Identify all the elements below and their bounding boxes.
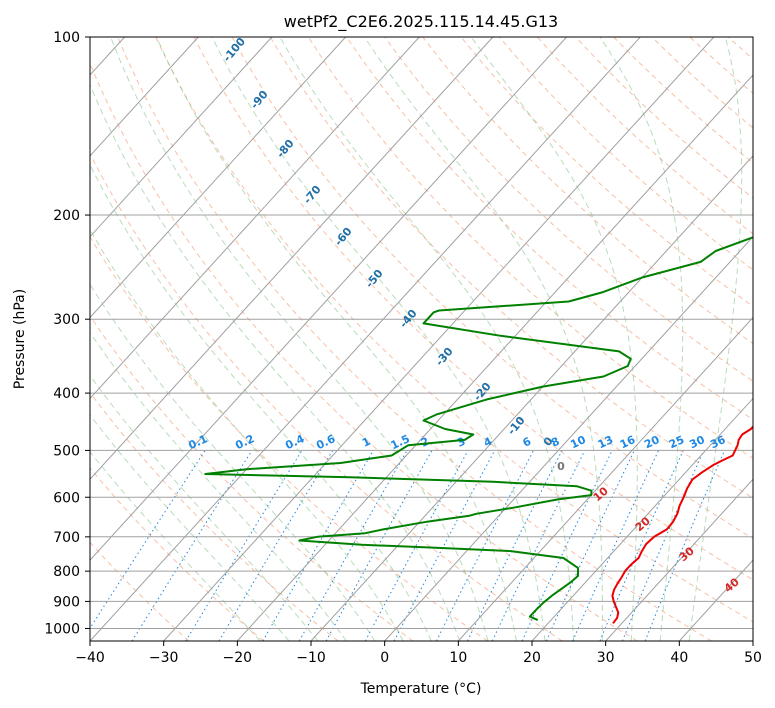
moist-adiabat (110, 37, 489, 641)
x-tick-label: −40 (75, 650, 105, 666)
moist-adiabat (90, 163, 432, 641)
y-tick-label: 400 (53, 386, 80, 402)
y-tick-label: 900 (53, 594, 80, 610)
axes: −40 −30 −20 −10 0 10 20 30 40 5010020030040050060… (44, 30, 762, 666)
isotherm-line (90, 37, 346, 319)
dewpoint-profile (204, 236, 753, 622)
gray-label: 0 (557, 460, 565, 473)
isotherm-line (457, 316, 753, 641)
mixing-ratio-label: 25 (667, 433, 686, 451)
moist-adiabat (688, 37, 743, 641)
moist-adiabat (90, 83, 461, 641)
dry-adiabat (155, 37, 753, 623)
dry-adiabat (90, 235, 488, 641)
moist-adiabat (90, 228, 404, 641)
mixing-ratio-label: 10 (568, 433, 588, 451)
mixing-ratio-label: 36 (708, 433, 728, 451)
isotherm-line (752, 640, 753, 641)
isotherm-line (531, 397, 753, 641)
mixing-ratio-line (185, 450, 303, 641)
dry-adiabat (90, 467, 264, 641)
y-tick-label: 200 (53, 208, 80, 224)
isotherm-line (163, 37, 715, 641)
x-tick-label: −20 (223, 650, 253, 666)
dry-adiabat (269, 37, 753, 499)
mixing-ratio-line (218, 450, 334, 641)
y-tick-label: 300 (53, 312, 80, 328)
plot-frame (89, 36, 754, 642)
y-tick-label: 1000 (44, 621, 80, 637)
dry-adiabat (90, 391, 339, 641)
x-axis-title: Temperature (°C) (360, 681, 482, 697)
background-lines (90, 37, 775, 641)
mixing-ratio-line (545, 450, 635, 641)
x-tick-label: −30 (149, 650, 179, 666)
moist-adiabat (90, 374, 319, 641)
moist-adiabat (90, 283, 376, 641)
isotherm-line (90, 37, 420, 400)
x-tick-label: −10 (296, 650, 326, 666)
y-axis-title: Pressure (hPa) (12, 289, 28, 389)
moist-adiabat (90, 331, 347, 641)
mixing-ratio-line (131, 450, 253, 641)
mixing-ratio-line (90, 450, 206, 630)
dry-adiabat (90, 152, 563, 641)
temperature-profile (611, 425, 753, 624)
moist-adiabat (599, 37, 684, 641)
moist-adiabat (364, 37, 603, 641)
sounding-profiles (204, 236, 753, 624)
moist-adiabat (279, 37, 575, 641)
isotherm-line (384, 235, 753, 641)
dry-adiabat (346, 37, 753, 421)
x-tick-label: 0 (380, 650, 389, 666)
dry-adiabat (193, 37, 753, 581)
mixing-ratio-label: 16 (618, 433, 638, 451)
isotherm-line (90, 37, 273, 238)
isotherm-line (90, 37, 199, 157)
x-tick-label: 30 (597, 650, 615, 666)
moist-adiabat (470, 37, 638, 641)
y-tick-label: 800 (53, 564, 80, 580)
x-tick-label: 50 (744, 650, 762, 666)
dry-adiabat (766, 37, 775, 641)
isotherm-line (236, 74, 753, 641)
mixing-ratio-line (467, 450, 563, 641)
dry-adiabat (460, 37, 753, 308)
y-tick-label: 500 (53, 443, 80, 459)
isotherm-line (90, 37, 641, 641)
x-tick-label: 20 (523, 650, 541, 666)
isotherm-line (310, 155, 753, 641)
isotherm-line (90, 37, 494, 481)
x-tick-label: 40 (670, 650, 688, 666)
chart-title: wetPf2_C2E6.2025.115.14.45.G13 (284, 12, 558, 32)
mixing-ratio-line (364, 450, 469, 641)
y-tick-label: 700 (53, 530, 80, 546)
mixing-ratio-label: 13 (596, 433, 615, 451)
y-tick-label: 600 (53, 490, 80, 506)
isotherm-line (605, 478, 753, 641)
mixing-ratio-label: 30 (687, 433, 707, 451)
moist-adiabat (156, 37, 517, 641)
y-tick-label: 100 (53, 30, 80, 46)
mixing-ratio-label: 20 (642, 433, 662, 451)
isotherm-line (90, 37, 567, 561)
moist-adiabat (211, 37, 546, 641)
x-tick-label: 10 (449, 650, 467, 666)
